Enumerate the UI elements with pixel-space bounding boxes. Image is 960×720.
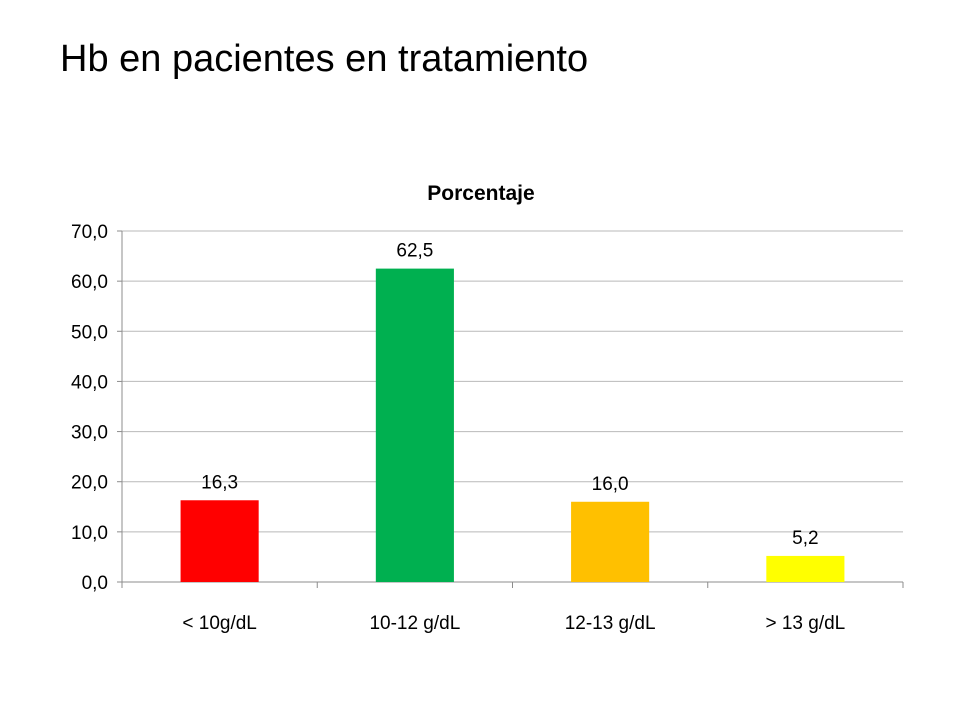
y-tick-label: 50,0 [71,322,108,343]
y-tick-label: 60,0 [71,272,108,293]
bar [375,268,454,582]
y-tick-label: 10,0 [71,523,108,544]
x-tick-label: > 13 g/dL [765,613,845,634]
chart-title: Porcentaje [427,182,534,205]
bar-value-label: 5,2 [792,528,818,549]
bar [571,501,650,582]
bar [180,500,259,582]
data-labels: 16,3 62,5 16,0 5,2 [201,241,818,549]
bar-value-label: 16,0 [592,474,629,495]
x-tick-label: < 10g/dL [182,613,257,634]
y-tick-label: 30,0 [71,423,108,444]
slide-title: Hb en pacientes en tratamiento [60,38,589,80]
y-tick-label: 70,0 [71,222,108,243]
gridlines [122,230,903,533]
y-tick-label: 0,0 [82,573,108,594]
x-tick-label: 12-13 g/dL [565,613,656,634]
y-tick-label: 40,0 [71,372,108,393]
axes: 0,0 10,0 20,0 30,0 40,0 50,0 60,0 70,0 < 10g/dL 1… [71,222,904,634]
bar-value-label: 62,5 [396,241,433,262]
bar [766,555,845,582]
y-tick-label: 20,0 [71,473,108,494]
bars [180,268,845,582]
x-tick-label: 10-12 g/dL [369,613,460,634]
bar-value-label: 16,3 [201,472,238,493]
